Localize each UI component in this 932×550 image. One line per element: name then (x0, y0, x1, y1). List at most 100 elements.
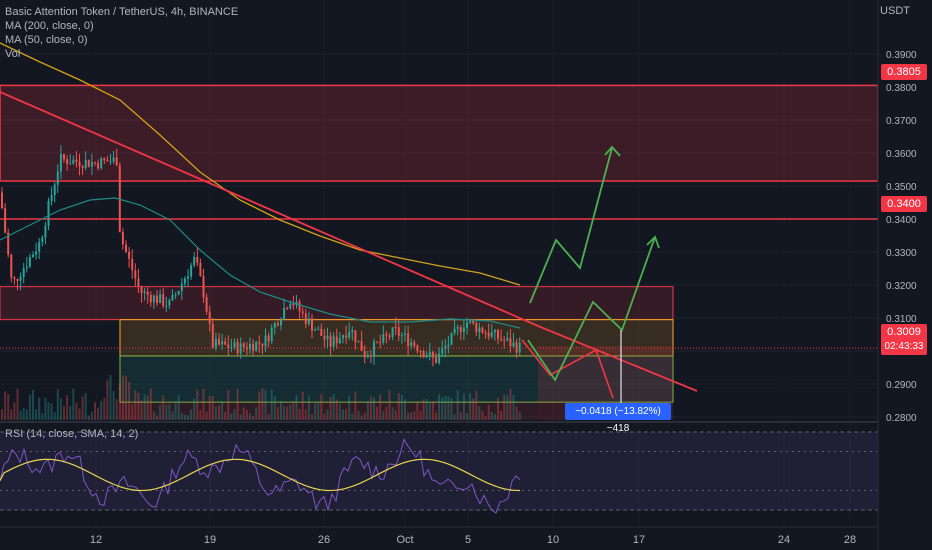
candle-8 (25, 266, 28, 269)
volume-bar-51 (159, 405, 162, 420)
time-tick-17: 17 (633, 534, 645, 546)
chart-title[interactable]: Basic Attention Token / TetherUS, 4h, BI… (5, 6, 239, 18)
candle-76 (236, 341, 239, 354)
candle-111 (345, 335, 348, 338)
volume-bar-114 (354, 391, 357, 420)
volume-bar-137 (425, 399, 428, 420)
volume-bar-69 (214, 406, 217, 420)
volume-bar-156 (484, 415, 487, 420)
candle-1 (4, 208, 7, 233)
rsi-legend[interactable]: RSI (14, close, SMA, 14, 2) (5, 428, 139, 440)
volume-bar-118 (366, 402, 369, 420)
volume-bar-76 (236, 388, 239, 420)
price-tick-0.3100: 0.3100 (886, 314, 917, 325)
volume-bar-5 (16, 388, 19, 420)
volume-bar-155 (481, 410, 484, 420)
candle-73 (227, 344, 230, 348)
volume-bar-1 (4, 391, 7, 420)
candle-99 (307, 318, 310, 325)
candle-148 (459, 327, 462, 333)
volume-bar-148 (459, 412, 462, 420)
volume-bar-134 (416, 402, 419, 420)
price-tick-0.3500: 0.3500 (886, 182, 917, 193)
volume-bar-91 (283, 406, 286, 420)
volume-bar-154 (478, 406, 481, 420)
volume-bar-62 (193, 398, 196, 420)
volume-bar-11 (35, 409, 38, 420)
volume-bar-64 (199, 410, 202, 420)
ma50-line (0, 197, 521, 329)
candle-27 (84, 159, 87, 169)
volume-bar-145 (450, 398, 453, 420)
drawings-layer (0, 91, 698, 405)
volume-bar-10 (32, 390, 34, 420)
ma200-legend[interactable]: MA (200, close, 0) (5, 20, 94, 32)
candle-122 (379, 342, 382, 344)
volume-bar-50 (156, 415, 158, 420)
volume-bar-45 (140, 400, 143, 420)
volume-bar-113 (351, 413, 354, 420)
volume-bar-28 (87, 415, 90, 420)
volume-bar-13 (41, 413, 44, 420)
candle-116 (360, 340, 363, 352)
candle-138 (428, 352, 431, 357)
candle-159 (493, 329, 496, 333)
candle-78 (242, 343, 245, 348)
bullish-arrowhead-2 (646, 235, 660, 249)
candle-14 (44, 225, 47, 238)
candle-115 (357, 340, 360, 343)
volume-bar-133 (413, 411, 416, 420)
candle-161 (500, 338, 503, 341)
candle-37 (115, 157, 118, 166)
time-tick-28: 28 (844, 534, 856, 546)
volume-bar-21 (66, 395, 69, 420)
volume-bar-142 (441, 397, 444, 420)
vol-legend[interactable]: Vol (5, 48, 21, 60)
volume-bar-132 (410, 411, 413, 420)
volume-bar-108 (335, 399, 338, 420)
volume-bar-72 (224, 412, 227, 420)
candle-109 (338, 338, 341, 344)
candle-151 (469, 320, 472, 323)
candle-157 (487, 332, 490, 337)
candle-121 (376, 341, 379, 343)
candle-21 (66, 159, 69, 165)
candle-86 (267, 335, 270, 342)
volume-bar-150 (466, 413, 468, 420)
candle-28 (87, 159, 90, 167)
candle-158 (490, 332, 493, 337)
candle-132 (410, 342, 413, 346)
volume-bar-131 (407, 412, 410, 420)
candle-64 (199, 262, 202, 276)
candle-113 (351, 330, 354, 332)
volume-bar-151 (469, 393, 472, 420)
candle-65 (202, 275, 205, 298)
time-tick-12: 12 (90, 534, 102, 546)
candle-137 (425, 356, 428, 358)
price-tick-0.3900: 0.3900 (886, 50, 917, 61)
volume-bar-149 (462, 393, 465, 420)
volume-bar-96 (298, 408, 301, 420)
volume-bar-48 (149, 388, 152, 420)
volume-bar-146 (453, 414, 456, 420)
ma50-legend[interactable]: MA (50, close, 0) (5, 34, 88, 46)
candle-44 (137, 278, 140, 287)
volume-bar-57 (177, 395, 180, 420)
candle-74 (230, 347, 233, 349)
volume-bar-19 (59, 398, 62, 420)
volume-bar-32 (100, 400, 103, 420)
volume-bar-39 (121, 375, 124, 420)
time-tick-19: 19 (204, 534, 216, 546)
volume-bar-102 (317, 402, 320, 420)
volume-bar-17 (53, 412, 56, 420)
candle-165 (512, 342, 515, 347)
candle-164 (509, 338, 512, 347)
candle-136 (422, 351, 425, 358)
candle-152 (472, 320, 475, 324)
volume-bar-141 (438, 393, 441, 420)
candle-118 (366, 355, 369, 358)
candle-0 (1, 192, 3, 209)
measure-label[interactable]: −0.0418 (−13.82%) −418 (565, 403, 671, 434)
volume-bar-135 (419, 411, 422, 420)
